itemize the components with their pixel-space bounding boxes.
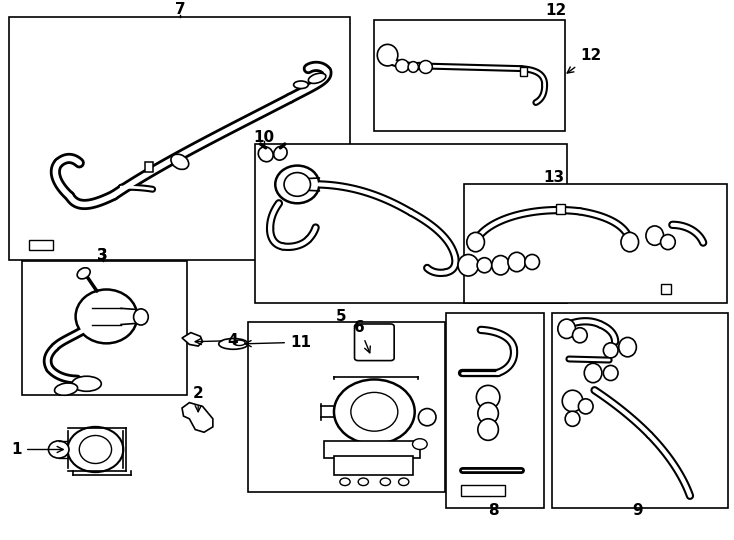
Text: 6: 6: [355, 320, 371, 353]
Ellipse shape: [562, 390, 583, 412]
Bar: [520, 67, 527, 76]
Ellipse shape: [377, 44, 398, 66]
Ellipse shape: [565, 411, 580, 426]
FancyBboxPatch shape: [355, 324, 394, 361]
Text: 11: 11: [245, 335, 311, 350]
Ellipse shape: [621, 232, 639, 252]
Ellipse shape: [578, 399, 593, 414]
Ellipse shape: [275, 166, 319, 203]
Ellipse shape: [476, 386, 500, 409]
Bar: [661, 284, 671, 294]
Ellipse shape: [661, 234, 675, 249]
Text: 10: 10: [254, 130, 275, 145]
Text: 7: 7: [175, 2, 185, 17]
Ellipse shape: [478, 403, 498, 424]
Bar: [145, 162, 153, 172]
Ellipse shape: [584, 363, 602, 383]
Bar: [552, 313, 728, 508]
Ellipse shape: [294, 81, 308, 89]
Ellipse shape: [477, 258, 492, 273]
Ellipse shape: [48, 441, 69, 458]
Ellipse shape: [72, 376, 101, 392]
Ellipse shape: [478, 419, 498, 440]
Text: 4: 4: [195, 333, 238, 348]
Ellipse shape: [76, 289, 137, 343]
Text: 5: 5: [336, 309, 346, 324]
Ellipse shape: [79, 435, 112, 463]
Ellipse shape: [418, 409, 436, 426]
Bar: [248, 322, 445, 491]
Circle shape: [340, 478, 350, 485]
Text: 13: 13: [544, 171, 564, 185]
Ellipse shape: [492, 255, 509, 275]
Bar: [324, 441, 420, 457]
Ellipse shape: [68, 427, 123, 472]
Ellipse shape: [603, 343, 618, 358]
Ellipse shape: [308, 73, 326, 83]
Polygon shape: [182, 333, 203, 346]
Text: 2: 2: [193, 386, 203, 412]
Ellipse shape: [508, 252, 526, 272]
Ellipse shape: [603, 366, 618, 381]
Ellipse shape: [408, 62, 418, 72]
Text: 12: 12: [546, 3, 567, 18]
Text: 12: 12: [567, 48, 601, 73]
Text: 1: 1: [12, 442, 63, 457]
Ellipse shape: [171, 154, 189, 170]
Ellipse shape: [274, 146, 287, 160]
Bar: [464, 185, 727, 303]
Ellipse shape: [334, 380, 415, 444]
Ellipse shape: [219, 339, 248, 349]
Ellipse shape: [413, 438, 427, 449]
Bar: [9, 17, 350, 260]
Bar: [22, 261, 187, 395]
Bar: [29, 240, 53, 250]
Ellipse shape: [258, 147, 273, 162]
Bar: [334, 456, 413, 475]
Polygon shape: [182, 403, 213, 432]
Bar: [461, 485, 505, 496]
Ellipse shape: [351, 393, 398, 431]
Ellipse shape: [396, 59, 409, 72]
Text: 9: 9: [632, 503, 642, 518]
Ellipse shape: [558, 319, 575, 339]
Ellipse shape: [573, 328, 587, 343]
Text: 8: 8: [488, 503, 498, 518]
Circle shape: [358, 478, 368, 485]
Text: 3: 3: [98, 248, 108, 263]
Ellipse shape: [458, 254, 479, 276]
Ellipse shape: [525, 254, 539, 269]
Ellipse shape: [134, 309, 148, 325]
Ellipse shape: [467, 232, 484, 252]
Ellipse shape: [77, 268, 90, 279]
Ellipse shape: [646, 226, 664, 245]
Bar: [255, 144, 567, 303]
Circle shape: [399, 478, 409, 485]
Text: 3: 3: [98, 248, 108, 263]
Bar: [374, 20, 565, 131]
Ellipse shape: [233, 340, 245, 346]
Circle shape: [380, 478, 390, 485]
Ellipse shape: [284, 173, 310, 196]
Ellipse shape: [419, 60, 432, 73]
Bar: [556, 204, 565, 214]
Ellipse shape: [54, 383, 78, 395]
Bar: [446, 313, 544, 508]
Ellipse shape: [619, 338, 636, 357]
